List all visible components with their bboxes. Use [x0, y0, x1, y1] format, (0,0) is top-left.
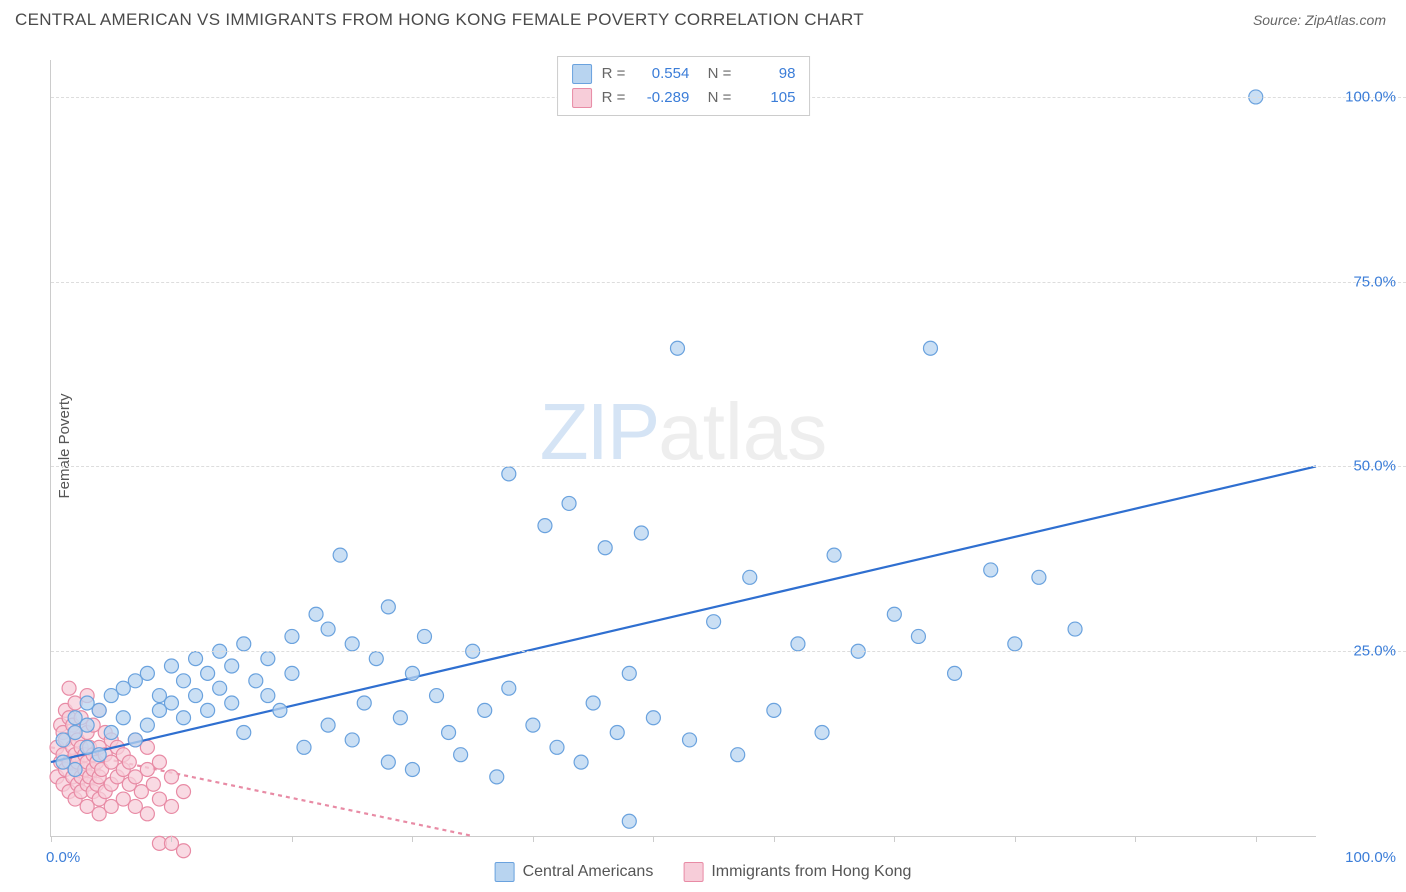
- y-tick-label: 100.0%: [1345, 88, 1396, 105]
- legend-swatch-hong-kong: [683, 862, 703, 882]
- y-tick-label: 50.0%: [1353, 458, 1396, 475]
- legend-swatch-central-americans: [495, 862, 515, 882]
- chart-plot-area: ZIPatlas R =0.554 N =98 R =-0.289 N =105…: [50, 60, 1316, 837]
- legend-row-series-2: R =-0.289 N =105: [572, 86, 796, 110]
- x-axis-min-label: 0.0%: [46, 849, 80, 866]
- source-attribution: Source: ZipAtlas.com: [1253, 12, 1386, 28]
- legend-label-hong-kong: Immigrants from Hong Kong: [711, 863, 911, 881]
- scatter-plot-svg: [51, 60, 1316, 836]
- series-legend: Central Americans Immigrants from Hong K…: [495, 862, 912, 882]
- correlation-legend: R =0.554 N =98 R =-0.289 N =105: [557, 56, 811, 116]
- y-tick-label: 25.0%: [1353, 643, 1396, 660]
- legend-item-hong-kong: Immigrants from Hong Kong: [683, 862, 911, 882]
- x-axis-max-label: 100.0%: [1345, 849, 1396, 866]
- legend-item-central-americans: Central Americans: [495, 862, 654, 882]
- legend-swatch-2: [572, 88, 592, 108]
- legend-swatch-1: [572, 64, 592, 84]
- y-tick-label: 75.0%: [1353, 273, 1396, 290]
- legend-label-central-americans: Central Americans: [523, 863, 654, 881]
- chart-title: CENTRAL AMERICAN VS IMMIGRANTS FROM HONG…: [15, 10, 864, 30]
- legend-row-series-1: R =0.554 N =98: [572, 62, 796, 86]
